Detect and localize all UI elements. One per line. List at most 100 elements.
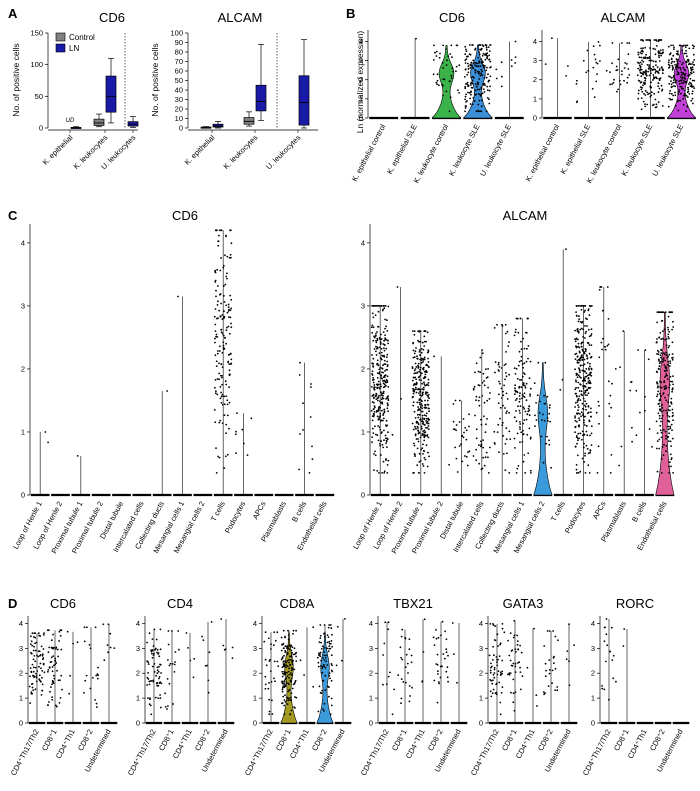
panel-b-cd6-xtick-label: K. leukocyte SLE <box>447 123 482 178</box>
panel-d-cd4-xtick-label: CD8⁺1 <box>157 728 176 753</box>
panel-c-cd6-point <box>166 390 169 392</box>
panel-d-cd8a-point <box>284 645 287 648</box>
panel-c-alcam-point <box>521 441 524 443</box>
panel-b-alcam-point <box>655 76 657 78</box>
panel-d-cd6-point <box>42 663 45 666</box>
panel-c-alcam-point <box>670 445 672 447</box>
panel-c-alcam-point <box>584 389 587 392</box>
panel-b-alcam-point <box>592 45 595 47</box>
panel-c-alcam-point <box>577 409 579 412</box>
panel-d-cd8a-point <box>321 667 324 670</box>
panel-b-alcam-point <box>640 63 643 65</box>
panel-d-cd8a-point <box>287 634 290 636</box>
panel-b-cd6-ytick-label: 1 <box>359 94 363 103</box>
panel-d-cd6-point <box>34 649 37 652</box>
panel-b-alcam-point <box>674 94 677 97</box>
panel-c-alcam-point <box>591 305 593 307</box>
panel-b-alcam-point <box>640 108 643 111</box>
panel-c-alcam-point <box>411 379 414 382</box>
panel-d-cd8a-point <box>283 654 285 657</box>
panel-d-cd8a-point <box>269 658 271 661</box>
panel-c-alcam-point <box>425 420 427 422</box>
panel-d-cd8a-point <box>291 663 294 666</box>
panel-d-cd8a-point <box>317 710 320 713</box>
panel-c-cd6-point <box>216 378 219 380</box>
panel-b-alcam-point <box>661 52 663 55</box>
panel-d-cd6-point <box>107 623 110 626</box>
panel-c-alcam-point <box>608 402 611 405</box>
panel-c-alcam-point <box>672 320 674 323</box>
panel-d-cd8a-ytick-label: 0 <box>253 719 257 728</box>
panel-c-alcam-point <box>488 398 491 400</box>
panel-d-gata3-point <box>493 676 496 679</box>
panel-b-cd6-point <box>480 58 483 61</box>
panel-d-cd8a-point <box>293 668 296 671</box>
panel-c-alcam-point <box>671 408 674 411</box>
panel-d-gata3-point <box>500 692 503 694</box>
panel-b-alcam-point <box>654 72 657 74</box>
panel-d-tbx21-point <box>435 629 437 631</box>
panel-c-alcam-point <box>622 330 625 332</box>
panel-c-cd6-xtick-label: APCs <box>251 499 268 520</box>
panel-c-alcam-point <box>385 347 388 350</box>
panel-c-alcam-point <box>513 416 516 419</box>
panel-b-alcam-point <box>693 59 696 61</box>
panel-c-alcam-point <box>412 392 415 395</box>
panel-c-alcam-point <box>477 399 480 402</box>
panel-c-alcam-point <box>372 408 375 410</box>
panel-a-alcam-ytick-label: 0 <box>179 124 183 133</box>
panel-c-alcam-point <box>575 395 578 397</box>
panel-c-alcam-point <box>379 336 381 339</box>
panel-b-alcam-point <box>693 79 696 82</box>
panel-c-alcam-point <box>667 355 669 358</box>
panel-b-alcam-point <box>652 47 655 50</box>
panel-c-alcam-point <box>498 451 500 454</box>
panel-c-alcam-point <box>588 344 591 346</box>
panel-b-cd6-point <box>471 65 473 68</box>
panel-c-alcam-point <box>574 406 576 408</box>
panel-d-cd8a-point <box>288 673 291 676</box>
panel-a-cd6-ytick-label: 100 <box>30 60 43 69</box>
panel-d-gata3-point <box>514 662 517 665</box>
panel-c-alcam-point <box>524 385 526 387</box>
panel-c-alcam-point <box>384 334 386 336</box>
panel-d-cd4-point <box>167 630 170 632</box>
panel-c-alcam-point <box>583 434 586 436</box>
panel-d-title-tbx21: TBX21 <box>393 596 433 611</box>
panel-d-cd6-point <box>30 691 33 693</box>
panel-d-cd8a-point <box>285 666 287 669</box>
panel-c-alcam-point <box>377 326 380 328</box>
panel-c-alcam-point <box>665 386 668 389</box>
panel-c-alcam-point <box>659 392 661 395</box>
panel-d-cd8a-point <box>293 706 295 708</box>
panel-d-cd4-point <box>154 696 157 699</box>
panel-c-alcam-point <box>668 461 671 464</box>
panel-d-cd6-point <box>32 689 35 691</box>
panel-d-cd6-point <box>54 659 56 662</box>
panel-b-cd6-point <box>465 58 468 60</box>
panel-c-alcam-point <box>375 332 377 335</box>
panel-c-alcam-point <box>518 409 521 412</box>
panel-c-cd6-point <box>221 393 224 396</box>
panel-d-cd8a-point <box>287 690 290 693</box>
panel-c-alcam-point <box>472 387 475 390</box>
panel-c-alcam-point <box>419 358 421 361</box>
panel-b-alcam-point <box>668 92 671 95</box>
panel-c-alcam-point <box>489 392 491 394</box>
panel-c-alcam-point <box>417 431 420 433</box>
panel-c-cd6-point <box>302 402 304 405</box>
panel-c-alcam-point <box>378 426 381 429</box>
panel-d-tbx21-point <box>437 670 439 673</box>
panel-b-alcam-point <box>652 65 655 68</box>
panel-c-alcam-point <box>417 432 420 435</box>
panel-c-cd6-point <box>215 229 217 232</box>
panel-d-gata3-point <box>490 666 492 669</box>
panel-c-cd6-point <box>221 352 224 354</box>
panel-b-cd6-point <box>488 98 490 101</box>
panel-d-gata3-point <box>509 632 512 634</box>
panel-c-alcam-point <box>417 367 420 369</box>
panel-b-cd6-point <box>478 72 480 75</box>
panel-c-alcam-point <box>467 451 469 453</box>
panel-c-alcam-point <box>630 381 633 383</box>
panel-b-cd6-point <box>436 79 439 82</box>
